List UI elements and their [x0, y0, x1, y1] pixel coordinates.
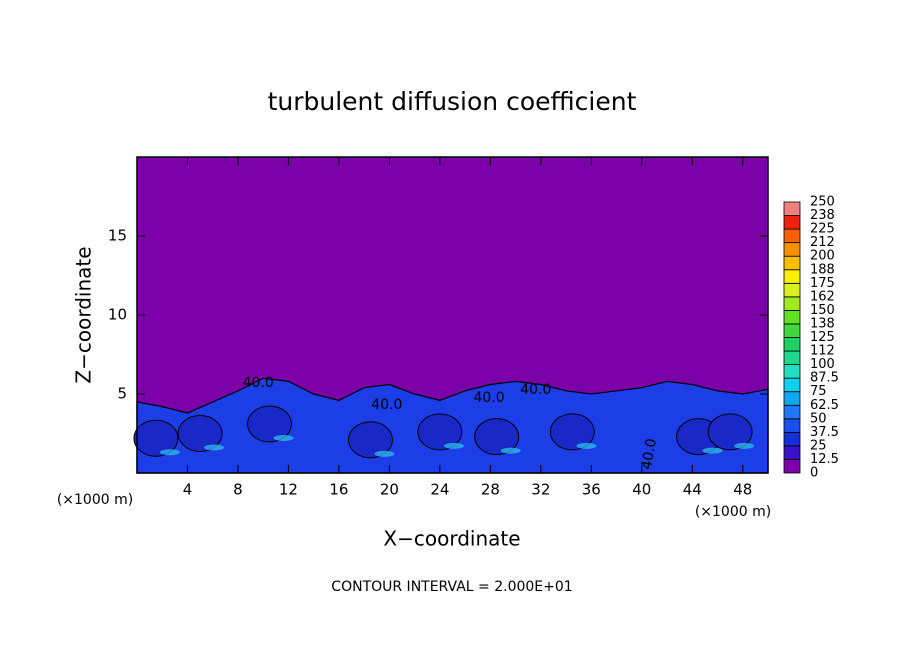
colorbar-bin	[783, 296, 801, 311]
colorbar-label: 162	[810, 289, 835, 304]
eddy	[474, 418, 520, 456]
colorbar-label: 225	[810, 222, 835, 237]
contour-label: 40.0	[639, 437, 660, 470]
colorbar-bin	[783, 323, 801, 338]
x-tick-label: 32	[531, 481, 550, 499]
colorbar-bin	[783, 377, 801, 393]
eddy	[707, 413, 753, 451]
x-unit-label: (×1000 m)	[695, 504, 771, 520]
x-tick-label: 4	[183, 481, 193, 499]
colorbar-label: 87.5	[810, 371, 839, 386]
colorbar-bin	[783, 364, 801, 379]
colorbar-bin	[783, 431, 801, 447]
colorbar-bin	[783, 215, 801, 230]
eddy-streak	[159, 449, 180, 456]
eddy	[347, 421, 393, 459]
colorbar-label: 238	[810, 208, 835, 223]
eddy-streak	[702, 447, 723, 454]
contour-label: 40.0	[371, 397, 402, 413]
colorbar-bin	[783, 445, 801, 460]
eddy-streak	[500, 447, 521, 454]
colorbar-label: 200	[810, 249, 835, 264]
colorbar-bin	[783, 282, 801, 298]
chart-title: turbulent diffusion coefficient	[268, 87, 637, 116]
colorbar-label: 138	[810, 316, 835, 331]
colorbar-label: 125	[810, 330, 835, 345]
colorbar-bin	[783, 255, 801, 271]
x-tick-label: 44	[683, 481, 702, 499]
colorbar-label: 50	[810, 411, 827, 426]
colorbar-bin	[783, 309, 801, 325]
y-tick-label: 15	[108, 227, 127, 245]
colorbar-label: 12.5	[810, 452, 839, 467]
y-tick-label: 5	[117, 385, 127, 403]
colorbar-bin	[783, 201, 801, 216]
colorbar-bin	[783, 350, 801, 365]
colorbar-label: 37.5	[810, 425, 839, 440]
contour-label: 40.0	[520, 382, 551, 398]
colorbar-bin	[783, 242, 801, 257]
eddy-streak	[273, 435, 294, 442]
eddy-streak	[374, 450, 395, 457]
eddy	[549, 413, 595, 451]
colorbar-bin	[783, 269, 801, 284]
colorbar-bin	[783, 337, 801, 352]
x-tick-label: 16	[329, 481, 348, 499]
eddy	[177, 415, 223, 452]
y-axis-label: Z−coordinate	[72, 246, 96, 383]
eddy-streak	[443, 442, 464, 449]
y-tick-label: 10	[108, 306, 127, 324]
colorbar-label: 62.5	[810, 398, 839, 413]
eddy	[247, 405, 293, 443]
contour-label: 40.0	[474, 390, 505, 406]
x-tick-label: 36	[582, 481, 601, 499]
colorbar-label: 0	[810, 466, 818, 481]
colorbar-bin	[783, 228, 801, 244]
contour-note: CONTOUR INTERVAL = 2.000E+01	[331, 579, 572, 595]
eddy	[417, 413, 463, 451]
colorbar-label: 100	[810, 357, 835, 372]
colorbar-label: 175	[810, 276, 835, 291]
eddy	[133, 419, 179, 457]
x-tick-label: 24	[430, 481, 449, 499]
eddy-streak	[734, 442, 755, 449]
x-tick-label: 40	[632, 481, 651, 499]
colorbar-bin	[783, 391, 801, 406]
colorbar-bin	[783, 404, 801, 420]
colorbar-label: 188	[810, 262, 835, 277]
colorbar-label: 112	[810, 344, 835, 359]
colorbar-label: 25	[810, 438, 827, 453]
x-axis-label: X−coordinate	[383, 527, 520, 551]
colorbar-label: 75	[810, 384, 827, 399]
x-tick-label: 20	[380, 481, 399, 499]
x-tick-label: 12	[279, 481, 298, 499]
x-tick-label: 8	[233, 481, 243, 499]
contour-label: 40.0	[243, 375, 274, 391]
colorbar-label: 250	[810, 195, 835, 210]
x-unit-label: (×1000 m)	[57, 492, 133, 508]
colorbar-label: 150	[810, 303, 835, 318]
x-tick-label: 28	[481, 481, 500, 499]
eddy-streak	[576, 442, 597, 449]
eddy-streak	[204, 444, 225, 451]
x-tick-label: 48	[733, 481, 752, 499]
colorbar-bin	[783, 418, 801, 433]
colorbar-label: 212	[810, 235, 835, 250]
colorbar-bin	[783, 459, 801, 474]
